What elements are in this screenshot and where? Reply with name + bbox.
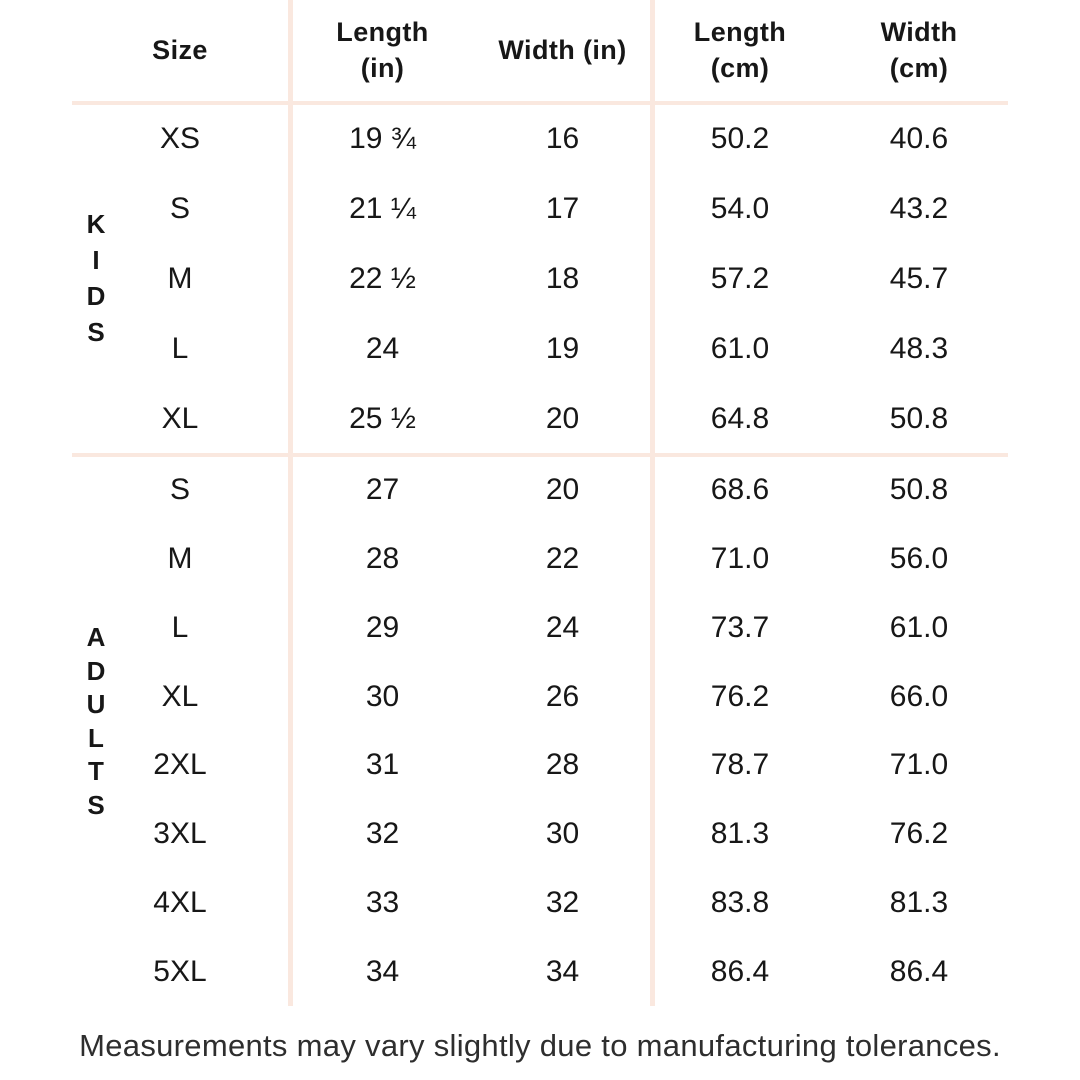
cell-width-in: 24 <box>545 610 580 644</box>
cell-width-in: 22 <box>545 542 580 576</box>
cell-width-in: 19 <box>545 332 580 365</box>
cell-length-in: 34 <box>365 954 400 988</box>
table-row: L 29 24 73.7 61.0 <box>70 594 1008 663</box>
cell-width-cm: 76.2 <box>889 817 949 851</box>
cell-length-in: 24 <box>365 332 400 365</box>
cell-size: 3XL <box>153 817 207 851</box>
cell-size: XL <box>161 402 199 435</box>
table-row: 5XL 34 34 86.4 86.4 <box>70 937 1008 1006</box>
cell-length-cm: 50.2 <box>710 122 770 155</box>
cell-length-cm: 73.7 <box>710 610 770 644</box>
cell-size: M <box>167 542 193 576</box>
cell-length-in: 27 <box>365 473 400 507</box>
cell-length-in: 28 <box>365 542 400 576</box>
adults-rows: S 27 20 68.6 50.8 M 28 22 71.0 56.0 L 29 24 73.7 61.0 X… <box>70 456 1008 1006</box>
cell-length-cm: 86.4 <box>710 954 770 988</box>
cell-length-cm: 57.2 <box>710 262 770 295</box>
cell-size: 4XL <box>153 885 207 919</box>
table-row: 2XL 31 28 78.7 71.0 <box>70 731 1008 800</box>
cell-length-cm: 64.8 <box>710 402 770 435</box>
cell-length-in: 25 ½ <box>349 402 416 435</box>
cell-width-cm: 86.4 <box>889 954 949 988</box>
cell-width-in: 32 <box>545 885 580 919</box>
cell-size: XL <box>161 679 199 713</box>
table-row: XL 25 ½ 20 64.8 50.8 <box>70 384 1008 454</box>
cell-size: XS <box>159 122 201 155</box>
cell-width-cm: 81.3 <box>889 885 949 919</box>
footer-note: Measurements may vary slightly due to ma… <box>79 1028 1001 1063</box>
cell-length-in: 30 <box>365 679 400 713</box>
cell-width-in: 26 <box>545 679 580 713</box>
kids-rows: XS 19 ¾ 16 50.2 40.6 S 21 ¼ 17 54.0 43.2 M 22 ½ 18 57… <box>70 104 1008 454</box>
table-row: S 21 ¼ 17 54.0 43.2 <box>70 174 1008 244</box>
header-width-in: Width (in) <box>498 35 627 66</box>
kids-adults-divider-line <box>72 453 1008 457</box>
cell-width-in: 34 <box>545 954 580 988</box>
table-row: M 28 22 71.0 56.0 <box>70 525 1008 594</box>
cell-width-cm: 66.0 <box>889 679 949 713</box>
table-row: 4XL 33 32 83.8 81.3 <box>70 869 1008 938</box>
cell-length-cm: 71.0 <box>710 542 770 576</box>
cell-length-cm: 54.0 <box>710 192 770 225</box>
table-row: M 22 ½ 18 57.2 45.7 <box>70 244 1008 314</box>
cell-width-cm: 40.6 <box>889 122 949 155</box>
cell-size: L <box>171 610 189 644</box>
cell-size: L <box>171 332 189 365</box>
cell-width-cm: 56.0 <box>889 542 949 576</box>
column-divider-left <box>288 0 293 1006</box>
cell-width-cm: 61.0 <box>889 610 949 644</box>
cell-length-in: 21 ¼ <box>349 192 416 225</box>
cell-length-cm: 78.7 <box>710 748 770 782</box>
cell-size: 2XL <box>153 748 207 782</box>
header-length-cm: Length (cm) <box>693 17 787 83</box>
cell-length-in: 29 <box>365 610 400 644</box>
cell-width-cm: 71.0 <box>889 748 949 782</box>
cell-width-in: 20 <box>545 473 580 507</box>
cell-length-in: 32 <box>365 817 400 851</box>
cell-width-cm: 43.2 <box>889 192 949 225</box>
cell-width-in: 16 <box>545 122 580 155</box>
cell-length-in: 19 ¾ <box>349 122 416 155</box>
cell-width-cm: 48.3 <box>889 332 949 365</box>
cell-length-cm: 83.8 <box>710 885 770 919</box>
table-row: XS 19 ¾ 16 50.2 40.6 <box>70 104 1008 174</box>
header-width-cm: Width (cm) <box>880 17 958 83</box>
header-size: Size <box>152 35 208 66</box>
table-header-row: Size Length (in) Width (in) Length (cm) … <box>70 0 1008 102</box>
cell-length-cm: 76.2 <box>710 679 770 713</box>
cell-length-cm: 61.0 <box>710 332 770 365</box>
column-divider-right <box>650 0 655 1006</box>
table-row: 3XL 32 30 81.3 76.2 <box>70 800 1008 869</box>
cell-size: S <box>169 473 190 507</box>
cell-width-in: 20 <box>545 402 580 435</box>
cell-length-in: 22 ½ <box>349 262 416 295</box>
cell-length-in: 33 <box>365 885 400 919</box>
cell-size: M <box>167 262 193 295</box>
cell-width-in: 18 <box>545 262 580 295</box>
table-row: L 24 19 61.0 48.3 <box>70 314 1008 384</box>
group-label-kids: K I D S <box>86 209 106 347</box>
cell-length-cm: 81.3 <box>710 817 770 851</box>
cell-length-cm: 68.6 <box>710 473 770 507</box>
cell-width-in: 17 <box>545 192 580 225</box>
table-row: XL 30 26 76.2 66.0 <box>70 662 1008 731</box>
cell-width-in: 30 <box>545 817 580 851</box>
cell-width-cm: 45.7 <box>889 262 949 295</box>
cell-size: 5XL <box>153 954 207 988</box>
cell-size: S <box>169 192 190 225</box>
table-row: S 27 20 68.6 50.8 <box>70 456 1008 525</box>
cell-width-cm: 50.8 <box>889 473 949 507</box>
header-length-in: Length (in) <box>336 17 429 83</box>
header-divider-line <box>72 101 1008 105</box>
cell-width-cm: 50.8 <box>889 402 949 435</box>
cell-width-in: 28 <box>545 748 580 782</box>
group-label-adults: A D U L T S <box>86 622 106 820</box>
cell-length-in: 31 <box>365 748 400 782</box>
